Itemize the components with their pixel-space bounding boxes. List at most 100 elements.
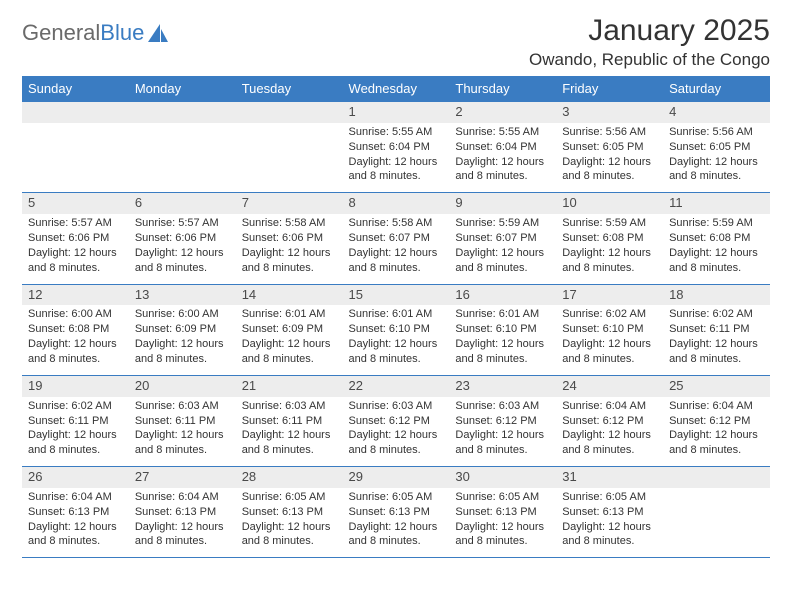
day-body: Sunrise: 6:04 AMSunset: 6:13 PMDaylight:… — [129, 488, 236, 557]
sunrise-text: Sunrise: 5:58 AM — [242, 216, 337, 231]
week-row: 5Sunrise: 5:57 AMSunset: 6:06 PMDaylight… — [22, 193, 770, 284]
sunrise-text: Sunrise: 5:58 AM — [349, 216, 444, 231]
day-cell: 6Sunrise: 5:57 AMSunset: 6:06 PMDaylight… — [129, 193, 236, 284]
daylight-text: Daylight: 12 hours and 8 minutes. — [562, 155, 657, 185]
daylight-text: Daylight: 12 hours and 8 minutes. — [349, 428, 444, 458]
sunset-text: Sunset: 6:12 PM — [455, 414, 550, 429]
week-row: 12Sunrise: 6:00 AMSunset: 6:08 PMDayligh… — [22, 284, 770, 375]
dow-wednesday: Wednesday — [343, 76, 450, 102]
day-cell: 28Sunrise: 6:05 AMSunset: 6:13 PMDayligh… — [236, 467, 343, 558]
day-number: 3 — [556, 102, 663, 123]
day-cell: 11Sunrise: 5:59 AMSunset: 6:08 PMDayligh… — [663, 193, 770, 284]
day-body: Sunrise: 6:02 AMSunset: 6:11 PMDaylight:… — [663, 305, 770, 374]
sunrise-text: Sunrise: 6:03 AM — [242, 399, 337, 414]
daylight-text: Daylight: 12 hours and 8 minutes. — [455, 520, 550, 550]
day-body: Sunrise: 6:03 AMSunset: 6:12 PMDaylight:… — [449, 397, 556, 466]
month-title: January 2025 — [529, 14, 770, 48]
day-number: 1 — [343, 102, 450, 123]
day-cell: 2Sunrise: 5:55 AMSunset: 6:04 PMDaylight… — [449, 102, 556, 193]
day-cell: 4Sunrise: 5:56 AMSunset: 6:05 PMDaylight… — [663, 102, 770, 193]
day-body: Sunrise: 6:01 AMSunset: 6:09 PMDaylight:… — [236, 305, 343, 374]
day-body: Sunrise: 6:00 AMSunset: 6:09 PMDaylight:… — [129, 305, 236, 374]
day-cell: 18Sunrise: 6:02 AMSunset: 6:11 PMDayligh… — [663, 284, 770, 375]
sunset-text: Sunset: 6:04 PM — [349, 140, 444, 155]
week-row: 1Sunrise: 5:55 AMSunset: 6:04 PMDaylight… — [22, 102, 770, 193]
day-number: 22 — [343, 376, 450, 397]
sunrise-text: Sunrise: 5:59 AM — [562, 216, 657, 231]
sunset-text: Sunset: 6:08 PM — [669, 231, 764, 246]
day-body: Sunrise: 6:03 AMSunset: 6:12 PMDaylight:… — [343, 397, 450, 466]
day-number: 18 — [663, 285, 770, 306]
day-number: 26 — [22, 467, 129, 488]
day-body: Sunrise: 6:01 AMSunset: 6:10 PMDaylight:… — [343, 305, 450, 374]
sunrise-text: Sunrise: 6:04 AM — [562, 399, 657, 414]
day-body: Sunrise: 6:02 AMSunset: 6:11 PMDaylight:… — [22, 397, 129, 466]
day-body: Sunrise: 6:05 AMSunset: 6:13 PMDaylight:… — [343, 488, 450, 557]
day-number: 20 — [129, 376, 236, 397]
dow-monday: Monday — [129, 76, 236, 102]
day-number: 15 — [343, 285, 450, 306]
day-cell: 16Sunrise: 6:01 AMSunset: 6:10 PMDayligh… — [449, 284, 556, 375]
day-cell: 14Sunrise: 6:01 AMSunset: 6:09 PMDayligh… — [236, 284, 343, 375]
day-cell: 5Sunrise: 5:57 AMSunset: 6:06 PMDaylight… — [22, 193, 129, 284]
day-number: 28 — [236, 467, 343, 488]
sunset-text: Sunset: 6:07 PM — [349, 231, 444, 246]
day-number: 4 — [663, 102, 770, 123]
day-number: 14 — [236, 285, 343, 306]
day-cell: 31Sunrise: 6:05 AMSunset: 6:13 PMDayligh… — [556, 467, 663, 558]
dow-sunday: Sunday — [22, 76, 129, 102]
day-cell — [22, 102, 129, 193]
day-number: 23 — [449, 376, 556, 397]
daylight-text: Daylight: 12 hours and 8 minutes. — [242, 337, 337, 367]
day-body: Sunrise: 6:05 AMSunset: 6:13 PMDaylight:… — [556, 488, 663, 557]
sunrise-text: Sunrise: 6:03 AM — [135, 399, 230, 414]
day-number: 2 — [449, 102, 556, 123]
days-of-week-row: Sunday Monday Tuesday Wednesday Thursday… — [22, 76, 770, 102]
sail-icon — [147, 23, 169, 43]
dow-tuesday: Tuesday — [236, 76, 343, 102]
page-header: GeneralBlue January 2025 Owando, Republi… — [22, 14, 770, 70]
day-cell: 13Sunrise: 6:00 AMSunset: 6:09 PMDayligh… — [129, 284, 236, 375]
sunrise-text: Sunrise: 5:59 AM — [455, 216, 550, 231]
day-number: 11 — [663, 193, 770, 214]
day-cell: 22Sunrise: 6:03 AMSunset: 6:12 PMDayligh… — [343, 375, 450, 466]
sunrise-text: Sunrise: 5:56 AM — [562, 125, 657, 140]
day-body: Sunrise: 5:56 AMSunset: 6:05 PMDaylight:… — [663, 123, 770, 192]
daylight-text: Daylight: 12 hours and 8 minutes. — [455, 428, 550, 458]
day-number: 8 — [343, 193, 450, 214]
day-cell: 24Sunrise: 6:04 AMSunset: 6:12 PMDayligh… — [556, 375, 663, 466]
day-body: Sunrise: 6:04 AMSunset: 6:12 PMDaylight:… — [663, 397, 770, 466]
day-cell: 12Sunrise: 6:00 AMSunset: 6:08 PMDayligh… — [22, 284, 129, 375]
daylight-text: Daylight: 12 hours and 8 minutes. — [455, 246, 550, 276]
daylight-text: Daylight: 12 hours and 8 minutes. — [135, 246, 230, 276]
daylight-text: Daylight: 12 hours and 8 minutes. — [28, 428, 123, 458]
day-cell: 23Sunrise: 6:03 AMSunset: 6:12 PMDayligh… — [449, 375, 556, 466]
day-cell: 3Sunrise: 5:56 AMSunset: 6:05 PMDaylight… — [556, 102, 663, 193]
day-number: 25 — [663, 376, 770, 397]
day-number: 27 — [129, 467, 236, 488]
sunset-text: Sunset: 6:08 PM — [28, 322, 123, 337]
daylight-text: Daylight: 12 hours and 8 minutes. — [669, 155, 764, 185]
daylight-text: Daylight: 12 hours and 8 minutes. — [242, 246, 337, 276]
daylight-text: Daylight: 12 hours and 8 minutes. — [135, 520, 230, 550]
daylight-text: Daylight: 12 hours and 8 minutes. — [669, 246, 764, 276]
day-body: Sunrise: 5:56 AMSunset: 6:05 PMDaylight:… — [556, 123, 663, 192]
day-body — [22, 123, 129, 181]
day-number: 9 — [449, 193, 556, 214]
sunset-text: Sunset: 6:12 PM — [349, 414, 444, 429]
daylight-text: Daylight: 12 hours and 8 minutes. — [349, 155, 444, 185]
day-number: 31 — [556, 467, 663, 488]
location-subtitle: Owando, Republic of the Congo — [529, 50, 770, 70]
daylight-text: Daylight: 12 hours and 8 minutes. — [28, 520, 123, 550]
sunrise-text: Sunrise: 6:02 AM — [562, 307, 657, 322]
sunset-text: Sunset: 6:10 PM — [562, 322, 657, 337]
day-cell: 8Sunrise: 5:58 AMSunset: 6:07 PMDaylight… — [343, 193, 450, 284]
day-number: 29 — [343, 467, 450, 488]
day-number: 13 — [129, 285, 236, 306]
sunrise-text: Sunrise: 6:03 AM — [349, 399, 444, 414]
sunset-text: Sunset: 6:11 PM — [669, 322, 764, 337]
title-block: January 2025 Owando, Republic of the Con… — [529, 14, 770, 70]
day-body: Sunrise: 6:01 AMSunset: 6:10 PMDaylight:… — [449, 305, 556, 374]
sunrise-text: Sunrise: 6:05 AM — [349, 490, 444, 505]
calendar-table: Sunday Monday Tuesday Wednesday Thursday… — [22, 76, 770, 558]
